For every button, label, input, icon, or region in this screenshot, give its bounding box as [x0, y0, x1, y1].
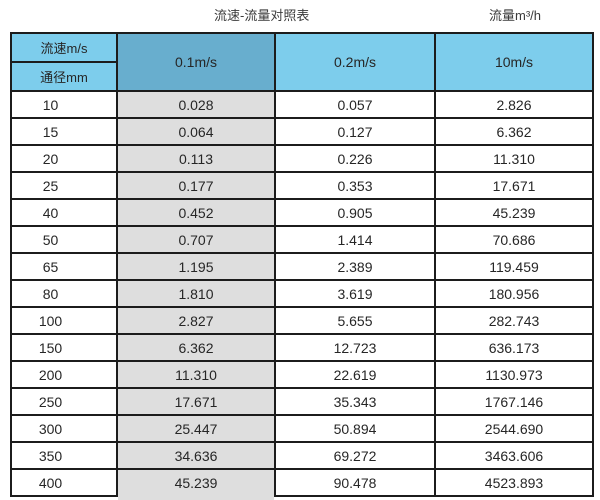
table-row: 350 34.636 69.272 3463.606 — [10, 441, 594, 470]
value-cell: 17.671 — [434, 171, 594, 200]
value-cell: 70.686 — [434, 225, 594, 254]
value-cell: 282.743 — [434, 306, 594, 335]
table-row: 150 6.362 12.723 636.173 — [10, 333, 594, 362]
diameter-cell: 100 — [10, 306, 118, 335]
diameter-cell: 200 — [10, 360, 118, 389]
table-row: 40 0.452 0.905 45.239 — [10, 198, 594, 227]
value-cell: 2.826 — [434, 90, 594, 119]
value-cell-highlighted: 0.452 — [116, 198, 276, 227]
value-cell: 50.894 — [274, 414, 436, 443]
value-cell: 35.343 — [274, 387, 436, 416]
diameter-cell: 250 — [10, 387, 118, 416]
diameter-cell: 20 — [10, 144, 118, 173]
value-cell-highlighted: 0.707 — [116, 225, 276, 254]
value-cell: 6.362 — [434, 117, 594, 146]
value-cell: 69.272 — [274, 441, 436, 470]
value-cell-highlighted: 0.064 — [116, 117, 276, 146]
value-cell: 0.127 — [274, 117, 436, 146]
table-row: 65 1.195 2.389 119.459 — [10, 252, 594, 281]
value-cell: 12.723 — [274, 333, 436, 362]
value-cell: 11.310 — [434, 144, 594, 173]
value-cell: 1.414 — [274, 225, 436, 254]
value-cell-highlighted: 11.310 — [116, 360, 276, 389]
table-row: 400 45.239 90.478 4523.893 — [10, 468, 594, 497]
table-title: 流速-流量对照表 — [214, 8, 310, 23]
diameter-cell: 25 — [10, 171, 118, 200]
diameter-cell: 150 — [10, 333, 118, 362]
value-cell: 180.956 — [434, 279, 594, 308]
value-cell-highlighted: 0.113 — [116, 144, 276, 173]
flow-velocity-flow-rate-table: 流速m/s 0.1m/s 0.2m/s 10m/s 通径mm 10 0.028 0.… — [10, 32, 594, 497]
value-cell-highlighted: 2.827 — [116, 306, 276, 335]
value-cell-highlighted: 34.636 — [116, 441, 276, 470]
table-row: 250 17.671 35.343 1767.146 — [10, 387, 594, 416]
value-cell: 45.239 — [434, 198, 594, 227]
value-cell-highlighted: 0.028 — [116, 90, 276, 119]
table-row: 200 11.310 22.619 1130.973 — [10, 360, 594, 389]
header-row-bottom: 通径mm — [10, 61, 593, 92]
diameter-cell: 50 — [10, 225, 118, 254]
table-row: 15 0.064 0.127 6.362 — [10, 117, 594, 146]
column-header-0p2ms: 0.2m/s — [274, 32, 436, 92]
value-cell: 3463.606 — [434, 441, 594, 470]
table-row: 20 0.113 0.226 11.310 — [10, 144, 594, 173]
value-cell: 5.655 — [274, 306, 436, 335]
value-cell: 0.057 — [274, 90, 436, 119]
value-cell-highlighted: 1.810 — [116, 279, 276, 308]
diameter-cell: 10 — [10, 90, 118, 119]
table-row: 100 2.827 5.655 282.743 — [10, 306, 594, 335]
value-cell: 4523.893 — [434, 468, 594, 497]
value-cell-highlighted: 45.239 — [116, 468, 276, 497]
diameter-cell: 65 — [10, 252, 118, 281]
highlight-column-overhang — [118, 495, 274, 500]
table-row: 10 0.028 0.057 2.826 — [10, 90, 594, 119]
value-cell-highlighted: 6.362 — [116, 333, 276, 362]
value-cell-highlighted: 1.195 — [116, 252, 276, 281]
diameter-cell: 40 — [10, 198, 118, 227]
value-cell: 90.478 — [274, 468, 436, 497]
value-cell: 2.389 — [274, 252, 436, 281]
value-cell: 1767.146 — [434, 387, 594, 416]
column-header-10ms: 10m/s — [434, 32, 594, 92]
value-cell: 0.226 — [274, 144, 436, 173]
value-cell: 0.905 — [274, 198, 436, 227]
value-cell: 22.619 — [274, 360, 436, 389]
diameter-cell: 400 — [10, 468, 118, 497]
diameter-cell: 300 — [10, 414, 118, 443]
value-cell: 3.619 — [274, 279, 436, 308]
value-cell-highlighted: 17.671 — [116, 387, 276, 416]
diameter-cell: 350 — [10, 441, 118, 470]
header-velocity-label: 流速m/s — [10, 32, 118, 63]
value-cell-highlighted: 25.447 — [116, 414, 276, 443]
diameter-cell: 80 — [10, 279, 118, 308]
value-cell: 1130.973 — [434, 360, 594, 389]
column-header-0p1ms: 0.1m/s — [116, 32, 276, 92]
header-row-top: 流速m/s 0.1m/s 0.2m/s 10m/s — [10, 32, 594, 92]
diameter-cell: 15 — [10, 117, 118, 146]
header-diameter-label: 通径mm — [10, 61, 118, 92]
table-row: 300 25.447 50.894 2544.690 — [10, 414, 594, 443]
table-row: 80 1.810 3.619 180.956 — [10, 279, 594, 308]
value-cell-highlighted: 0.177 — [116, 171, 276, 200]
value-cell: 636.173 — [434, 333, 594, 362]
flow-rate-unit-label: 流量m³/h — [489, 8, 542, 23]
value-cell: 2544.690 — [434, 414, 594, 443]
table-row: 25 0.177 0.353 17.671 — [10, 171, 594, 200]
table-row: 50 0.707 1.414 70.686 — [10, 225, 594, 254]
value-cell: 0.353 — [274, 171, 436, 200]
value-cell: 119.459 — [434, 252, 594, 281]
